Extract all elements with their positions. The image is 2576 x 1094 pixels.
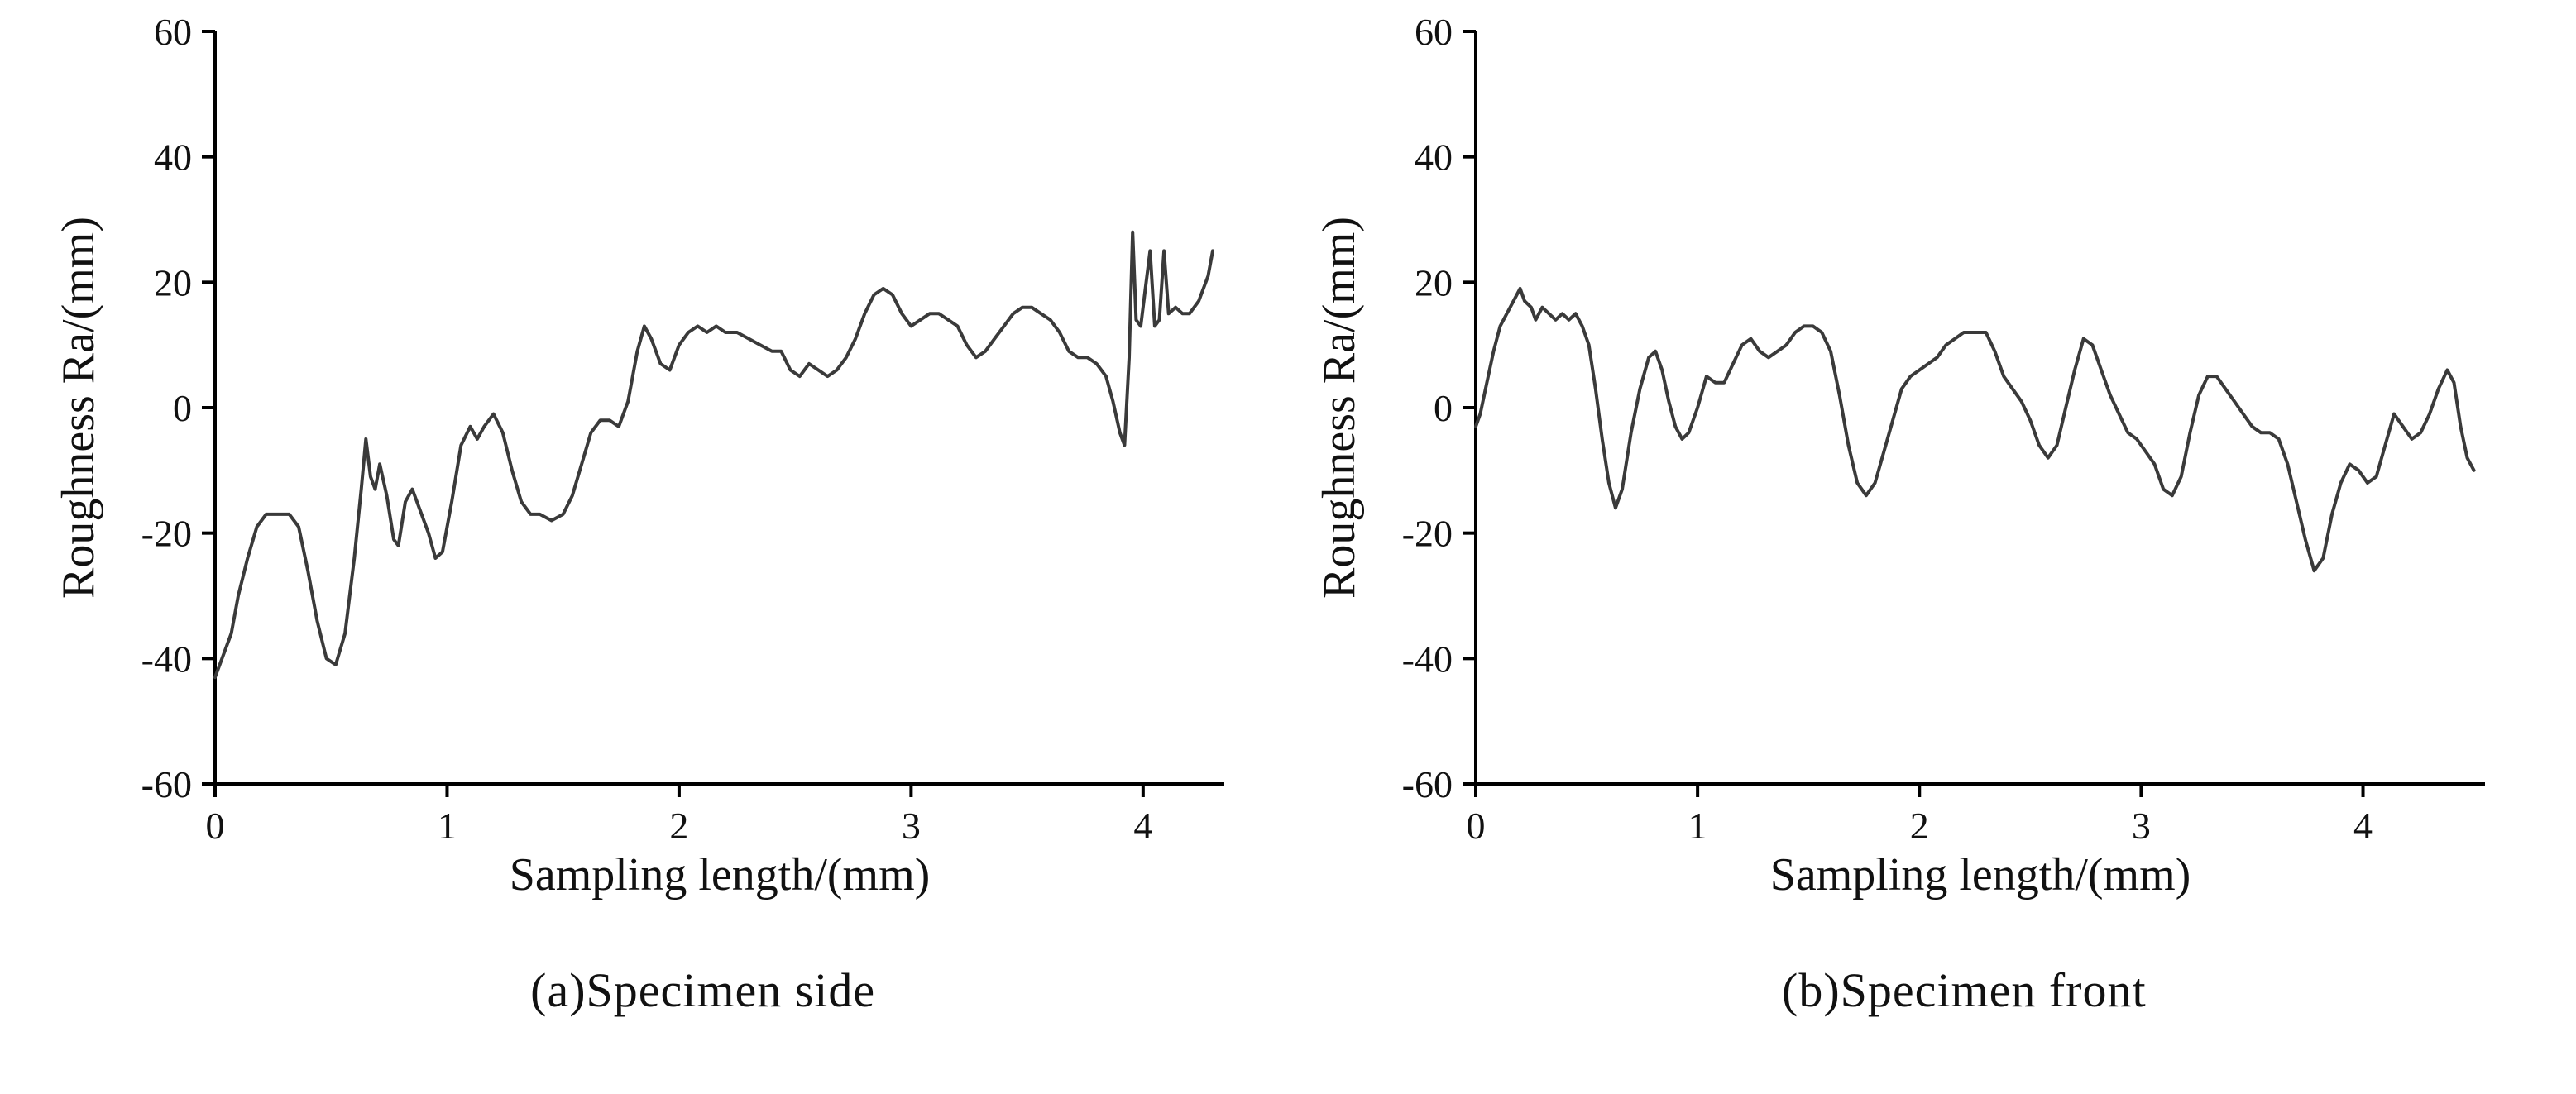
x-tick-label: 1 [438, 805, 457, 847]
y-tick-label: 60 [1415, 11, 1453, 53]
x-tick-label: 0 [205, 805, 224, 847]
chart-specimen-side-caption: (a)Specimen side [530, 963, 876, 1017]
y-tick-label: -60 [1402, 763, 1453, 805]
x-tick-label: 0 [1467, 805, 1486, 847]
y-tick-label: 20 [154, 261, 192, 303]
y-axis-label: Roughness Ra/(mm) [1314, 217, 1365, 599]
y-tick-label: -40 [1402, 638, 1453, 680]
chart-specimen-front: -60 -40 -20 0 20 40 60 0 1 2 3 4 Sampling length/(mm… [1314, 5, 2522, 1018]
chart-specimen-front-caption: (b)Specimen front [1782, 963, 2147, 1017]
x-tick-label: 4 [1133, 805, 1152, 847]
chart-specimen-side-canvas: -60 -40 -20 0 20 40 60 0 1 2 3 4 Sampling length/(mm… [54, 11, 1224, 901]
y-tick-label: 60 [154, 11, 192, 53]
x-tick-label: 3 [2132, 805, 2151, 847]
x-tick-label: 3 [902, 805, 921, 847]
y-axis-label: Roughness Ra/(mm) [54, 217, 104, 599]
x-tick-label: 4 [2353, 805, 2373, 847]
y-tick-label: -40 [141, 638, 191, 680]
roughness-trace [1474, 286, 2476, 573]
y-tick-label: -20 [141, 513, 191, 555]
y-tick-label: 20 [1415, 261, 1453, 303]
y-tick-label: 40 [154, 136, 192, 179]
x-tick-label: 1 [1688, 805, 1707, 847]
y-tick-label: 0 [173, 387, 192, 429]
chart-specimen-side: -60 -40 -20 0 20 40 60 0 1 2 3 4 Sampling length/(mm… [54, 5, 1262, 1018]
x-axis-label: Sampling length/(mm) [1770, 849, 2191, 901]
chart-specimen-front-canvas: -60 -40 -20 0 20 40 60 0 1 2 3 4 Sampling length/(mm… [1314, 11, 2486, 901]
x-axis-label: Sampling length/(mm) [509, 849, 930, 901]
roughness-trace [213, 230, 1214, 680]
x-tick-label: 2 [669, 805, 688, 847]
y-tick-label: -60 [141, 763, 191, 805]
y-tick-label: 40 [1415, 136, 1453, 179]
x-tick-label: 2 [1910, 805, 1929, 847]
y-tick-label: -20 [1402, 513, 1453, 555]
y-tick-label: 0 [1434, 387, 1453, 429]
